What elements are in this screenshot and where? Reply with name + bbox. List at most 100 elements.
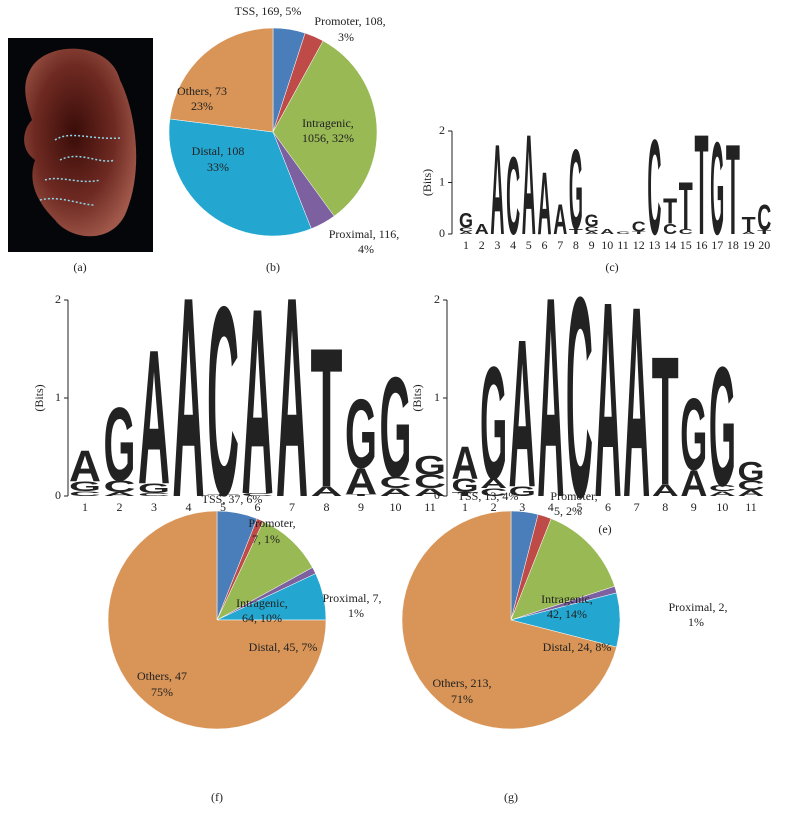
slice-label: Others, 47 [137, 669, 187, 683]
slice-label: 3% [338, 30, 354, 44]
y-tick-label: 1 [439, 174, 445, 188]
logo-letter: T [345, 494, 377, 497]
slice-label: 33% [207, 160, 229, 174]
panel-label: (f) [211, 790, 223, 804]
logo-letter: A [585, 231, 599, 235]
logo-letter: C [459, 227, 474, 233]
logo-letter: A [742, 231, 756, 235]
logo-letter: G [569, 127, 583, 254]
x-tick-label: 11 [424, 500, 436, 514]
slice-label: 4% [358, 242, 374, 256]
logo-letter: C [709, 484, 736, 493]
slice-label: Distal, 108 [192, 144, 245, 158]
logo-letter: C [632, 218, 646, 234]
logo-letter: A [652, 482, 679, 500]
logo-letter: A [509, 297, 536, 532]
logo-letter: C [138, 492, 170, 497]
slice-label: Promoter, [248, 516, 295, 530]
x-tick-label: 6 [605, 500, 611, 514]
logo-letter: G [380, 348, 412, 507]
logo-letter: A [69, 441, 101, 492]
slice-label: TSS, 37, 6% [202, 492, 263, 506]
logo-letter: C [585, 225, 599, 233]
logo-letter: A [595, 245, 622, 556]
x-tick-label: 9 [691, 500, 697, 514]
logo-letter: C [738, 478, 765, 493]
slice-label: Proximal, 116, [329, 227, 400, 241]
logo-letter: G [680, 378, 707, 492]
logo-letter: C [242, 492, 274, 497]
slice-label: 7, 1% [252, 532, 280, 546]
y-tick-label: 1 [434, 390, 440, 404]
logo-letter: C [679, 228, 693, 236]
logo-letter: T [311, 306, 343, 529]
x-tick-label: 7 [289, 500, 295, 514]
x-tick-label: 2 [479, 238, 485, 252]
logo-letter: A [414, 486, 446, 498]
x-tick-label: 15 [680, 238, 692, 252]
x-tick-label: 4 [186, 500, 192, 514]
slice-label: Distal, 45, 7% [249, 640, 318, 654]
slice-label: Proximal, 7, [323, 591, 382, 605]
slice-label: Proximal, 2, [669, 600, 728, 614]
logo-letter: A [452, 437, 479, 489]
slice-label: Intragenic, [541, 592, 593, 606]
logo-letter: G [345, 380, 377, 489]
logo-letter: G [414, 450, 446, 480]
logo-letter: C [414, 471, 446, 492]
logo-letter: C [480, 486, 507, 498]
x-tick-label: 5 [220, 500, 226, 514]
y-tick-label: 1 [55, 390, 61, 404]
embryo [24, 48, 137, 237]
logo-letter: A [537, 238, 564, 558]
logo-letter: A [311, 484, 343, 499]
logo-letter: T [663, 193, 677, 232]
x-tick-label: 7 [634, 500, 640, 514]
logo-letter: T [742, 213, 756, 237]
x-tick-label: 11 [745, 500, 757, 514]
x-tick-label: 10 [390, 500, 402, 514]
slice-label: 5, 2% [554, 504, 582, 518]
x-tick-label: 4 [548, 500, 554, 514]
logo-letter: C [616, 231, 630, 235]
logo-letter: C [380, 474, 412, 492]
x-tick-label: 18 [727, 238, 739, 252]
x-tick-label: 10 [716, 500, 728, 514]
outline-trace [39, 134, 121, 206]
pie-slice [168, 118, 312, 237]
x-tick-label: 6 [255, 500, 261, 514]
logo-letter: G [738, 457, 765, 487]
logo-letter: A [475, 221, 489, 237]
logo-letter: G [710, 115, 724, 263]
logo-letter: A [600, 228, 614, 236]
slice-label: Promoter, 108, [314, 14, 385, 28]
panel-label: (e) [598, 522, 611, 536]
x-tick-label: 1 [463, 238, 469, 252]
logo-letter: T [632, 231, 646, 235]
x-tick-label: 17 [711, 238, 723, 252]
slice-label: 42, 14% [547, 607, 587, 621]
x-tick-label: 8 [573, 238, 579, 252]
y-axis-label: (Bits) [420, 169, 434, 196]
logo-letter: T [652, 320, 679, 525]
logo-letter: A [104, 491, 136, 497]
logo-letter: G [459, 209, 473, 233]
slice-label: 71% [451, 692, 473, 706]
slice-label: Promoter, [550, 489, 597, 503]
logo-letter: C [663, 221, 677, 237]
logo-letter: T [726, 118, 740, 262]
slice-label: 1% [348, 606, 364, 620]
logo-letter: C [566, 238, 593, 558]
x-tick-label: 7 [557, 238, 563, 252]
x-tick-label: 11 [617, 238, 629, 252]
logo-letter: C [69, 490, 101, 498]
logo-letter: A [738, 489, 765, 498]
logo-letter: G [69, 479, 101, 494]
logo-letter: T [452, 491, 479, 497]
x-tick-label: 13 [648, 238, 660, 252]
logo-letter: C [506, 134, 520, 258]
x-tick-label: 2 [117, 500, 123, 514]
slice-label: Others, 73 [177, 84, 227, 98]
slice-label: 1056, 32% [302, 131, 354, 145]
